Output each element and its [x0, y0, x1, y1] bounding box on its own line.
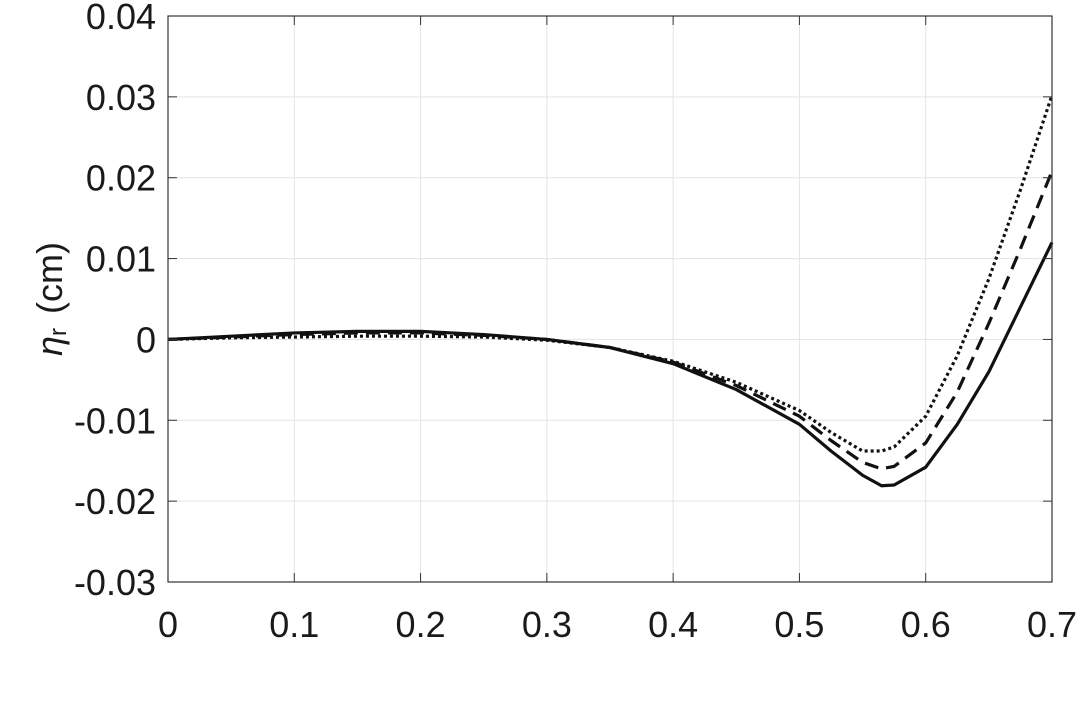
x-tick-label: 0: [158, 604, 178, 645]
y-tick-label: 0: [136, 319, 156, 360]
x-tick-label: 0.3: [522, 604, 572, 645]
y-tick-label: -0.02: [74, 481, 156, 522]
x-tick-label: 0.1: [269, 604, 319, 645]
y-tick-label: 0.01: [86, 239, 156, 280]
x-tick-label: 0.2: [396, 604, 446, 645]
y-axis-label: ηr (cm): [29, 242, 73, 356]
y-tick-label: 0.04: [86, 0, 156, 37]
data-line: [167, 241, 1054, 488]
data-line: [167, 170, 1054, 471]
x-tick-label: 0.4: [648, 604, 698, 645]
y-tick-label: 0.03: [86, 77, 156, 118]
y-tick-label: -0.01: [74, 400, 156, 441]
y-tick-label: -0.03: [74, 562, 156, 603]
grid: [167, 15, 1053, 583]
x-tick-label: 0.7: [1027, 604, 1077, 645]
y-tick-label: 0.02: [86, 158, 156, 199]
x-tick-label: 0.6: [901, 604, 951, 645]
lines: [167, 94, 1054, 488]
plot-area: [168, 16, 1052, 582]
y-label-symbol: η: [29, 336, 70, 356]
plot-frame: [167, 15, 1053, 583]
y-label-unit: (cm): [29, 242, 70, 314]
data-line: [167, 94, 1054, 453]
y-label-subscript: r: [45, 328, 72, 336]
x-tick-label: 0.5: [774, 604, 824, 645]
